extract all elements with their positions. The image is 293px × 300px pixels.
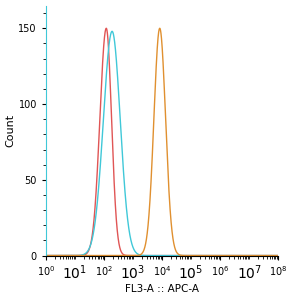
sample <box>158 26 161 30</box>
non-staining control <box>133 254 136 257</box>
sample <box>236 254 240 257</box>
isotype control <box>196 254 199 257</box>
sample <box>278 254 282 257</box>
non-staining control <box>236 254 240 257</box>
sample <box>218 254 222 257</box>
Line: sample: sample <box>45 28 280 256</box>
non-staining control <box>184 254 187 257</box>
isotype control <box>236 254 240 257</box>
non-staining control <box>43 254 46 257</box>
non-staining control <box>196 254 199 257</box>
isotype control <box>85 250 89 253</box>
Y-axis label: Count: Count <box>6 114 16 147</box>
isotype control <box>43 254 46 257</box>
Line: isotype control: isotype control <box>45 31 280 256</box>
non-staining control <box>85 251 89 255</box>
non-staining control <box>105 26 108 30</box>
sample <box>132 254 136 257</box>
isotype control <box>184 254 187 257</box>
isotype control <box>110 29 114 33</box>
sample <box>184 254 187 257</box>
sample <box>196 254 199 257</box>
non-staining control <box>218 254 222 257</box>
Line: non-staining control: non-staining control <box>45 28 280 256</box>
isotype control <box>133 248 136 252</box>
non-staining control <box>278 254 282 257</box>
X-axis label: FL3-A :: APC-A: FL3-A :: APC-A <box>125 284 199 294</box>
sample <box>43 254 46 257</box>
isotype control <box>278 254 282 257</box>
isotype control <box>218 254 222 257</box>
sample <box>85 254 89 257</box>
